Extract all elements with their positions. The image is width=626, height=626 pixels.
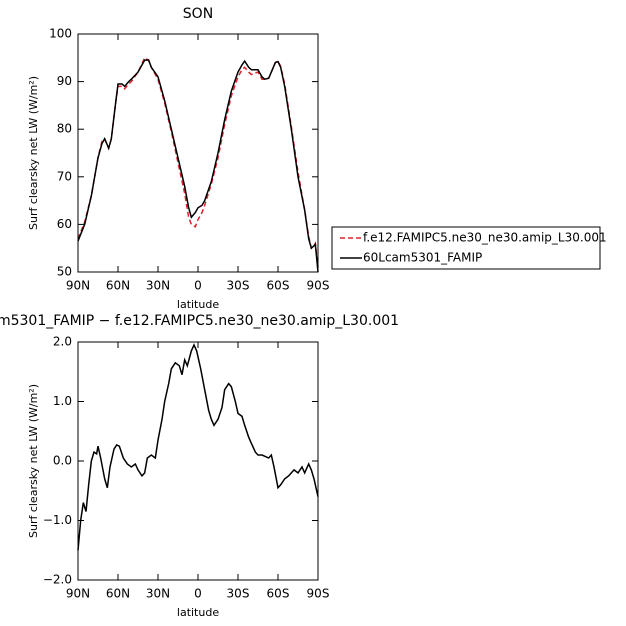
- y-tick-label: 50: [57, 265, 72, 279]
- x-tick-label: 30N: [146, 587, 170, 601]
- x-tick-label: 90S: [307, 587, 330, 601]
- y-axis-label: Surf clearsky net LW (W/m²): [27, 384, 40, 538]
- data-line: [77, 343, 319, 551]
- y-tick-label: 80: [57, 122, 72, 136]
- plot-frame: [77, 341, 319, 581]
- x-tick-label: 90S: [307, 279, 330, 293]
- chart-title: m5301_FAMIP − f.e12.FAMIPC5.ne30_ne30.am…: [0, 313, 399, 329]
- x-tick-label: 90N: [66, 279, 90, 293]
- x-tick-label: 60N: [106, 279, 130, 293]
- y-tick-label: 90: [57, 74, 72, 88]
- x-axis-label: latitude: [177, 606, 219, 619]
- y-tick-label: 100: [49, 27, 72, 41]
- chart-title: SON: [183, 6, 213, 22]
- x-tick-label: 60S: [267, 279, 290, 293]
- y-tick-label: 2.0: [53, 335, 72, 349]
- data-line: [77, 56, 319, 268]
- x-tick-label: 60S: [267, 587, 290, 601]
- y-tick-label: 1.0: [53, 394, 72, 408]
- x-tick-label: 0: [194, 587, 202, 601]
- y-tick-label: 60: [57, 217, 72, 231]
- legend-box: [331, 226, 601, 270]
- y-tick-label: −2.0: [43, 573, 72, 587]
- y-axis-label: Surf clearsky net LW (W/m²): [27, 76, 40, 230]
- x-tick-label: 30S: [227, 279, 250, 293]
- data-line: [77, 59, 319, 273]
- plot-frame: [77, 33, 319, 273]
- y-tick-label: 70: [57, 169, 72, 183]
- x-tick-label: 60N: [106, 587, 130, 601]
- x-tick-label: 90N: [66, 587, 90, 601]
- legend-label: 60Lcam5301_FAMIP: [363, 251, 482, 265]
- y-tick-label: 0.0: [53, 454, 72, 468]
- x-tick-label: 0: [194, 279, 202, 293]
- y-tick-label: −1.0: [43, 513, 72, 527]
- x-axis-label: latitude: [177, 298, 219, 311]
- x-tick-label: 30N: [146, 279, 170, 293]
- x-tick-label: 30S: [227, 587, 250, 601]
- legend-label: f.e12.FAMIPC5.ne30_ne30.amip_L30.001: [363, 231, 607, 245]
